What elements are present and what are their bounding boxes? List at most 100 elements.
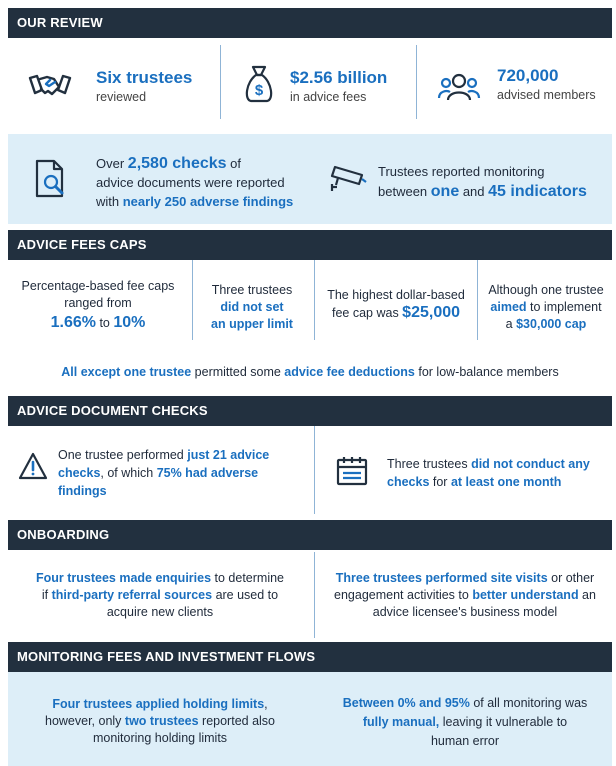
text-fragment: two trustees	[124, 714, 199, 728]
text-fragment: Three trustees performed site visits	[335, 571, 548, 585]
checks-summary: Over 2,580 checks of advice documents we…	[96, 154, 326, 211]
text-fragment: to implement	[526, 300, 602, 314]
text-fragment: Four trustees applied holding limits	[52, 697, 265, 711]
text-fragment: of	[226, 156, 242, 171]
text-fragment: aimed	[490, 300, 527, 314]
text-fragment: at least one month	[450, 475, 562, 489]
section-header-checks: ADVICE DOCUMENT CHECKS	[8, 396, 612, 426]
text-fragment: advice fee deductions	[284, 365, 415, 379]
text-fragment: leaving it vulnerable to	[439, 715, 568, 729]
review-panel	[8, 134, 612, 224]
text-fragment: engagement activities to	[334, 588, 473, 602]
section-header-onboarding: ONBOARDING	[8, 520, 612, 550]
text-fragment: monitoring holding limits	[92, 731, 228, 745]
fee-deductions-note: All except one trustee permitted some ad…	[10, 364, 610, 380]
cctv-camera-icon	[330, 163, 368, 193]
text-fragment: $25,000	[402, 304, 461, 321]
text-fragment: did not set	[220, 300, 284, 314]
text-fragment: for low-balance members	[414, 365, 559, 379]
fee-cap-percentage: Percentage-based fee caps ranged from 1.…	[10, 278, 186, 332]
text-fragment: did not conduct any	[471, 457, 590, 471]
text-fragment: ranged from	[64, 296, 132, 310]
text-fragment: Although one trustee	[488, 283, 604, 297]
onboarding-left: Four trustees made enquiries to determin…	[10, 570, 310, 621]
text-fragment: of all monitoring was	[469, 696, 588, 710]
text-fragment: acquire new clients	[106, 605, 214, 619]
text-fragment: advice licensee's business model	[372, 605, 558, 619]
text-fragment: fee cap was	[331, 306, 403, 320]
warning-icon	[18, 452, 48, 480]
review-trustees: Six trustees reviewed	[96, 68, 216, 106]
text-fragment: reported also	[198, 714, 275, 728]
text-fragment: advice documents were reported	[96, 175, 285, 190]
text-fragment: permitted some	[191, 365, 285, 379]
text-fragment: nearly 250 adverse findings	[122, 194, 294, 209]
text-fragment: a	[505, 317, 517, 331]
onboarding-right: Three trustees performed site visits or …	[318, 570, 612, 621]
calendar-icon	[336, 456, 368, 486]
members-count: 720,000	[497, 66, 559, 85]
text-fragment: checks	[58, 466, 101, 480]
text-fragment: 45 indicators	[488, 183, 587, 200]
text-fragment: an	[578, 588, 596, 602]
text-fragment: human error	[430, 734, 500, 748]
money-bag-icon: $	[243, 64, 275, 104]
monitoring-panel	[8, 672, 612, 766]
text-fragment: ,	[264, 697, 268, 711]
text-fragment: Over	[96, 156, 128, 171]
text-fragment: or other	[547, 571, 595, 585]
text-fragment: however, only	[45, 714, 125, 728]
fee-cap-no-limit: Three trustees did not set an upper limi…	[196, 282, 308, 333]
monitoring-summary: Trustees reported monitoring between one…	[378, 162, 608, 202]
text-fragment: 2,580 checks	[127, 155, 227, 172]
text-fragment: one	[430, 183, 460, 200]
text-fragment: 1.66%	[50, 314, 96, 331]
text-fragment: checks	[387, 475, 430, 489]
section-header-fees: ADVICE FEES CAPS	[8, 230, 612, 260]
text-fragment: 10%	[113, 314, 146, 331]
text-fragment: are used to	[212, 588, 279, 602]
text-fragment: The highest dollar-based	[327, 288, 465, 302]
text-fragment: between	[378, 184, 431, 199]
text-fragment: Trustees reported monitoring	[378, 164, 545, 179]
text-fragment: for	[429, 475, 451, 489]
fee-cap-dollar: The highest dollar-based fee cap was $25…	[318, 286, 474, 322]
fees-amount: $2.56 billion	[290, 68, 388, 87]
text-fragment: and	[459, 184, 489, 199]
text-fragment: 75% had adverse	[156, 466, 259, 480]
text-fragment: better understand	[472, 588, 579, 602]
trustees-count: Six trustees	[96, 68, 193, 87]
text-fragment: Between 0% and 95%	[342, 696, 470, 710]
handshake-icon	[28, 68, 72, 102]
section-header-monitoring: MONITORING FEES AND INVESTMENT FLOWS	[8, 642, 612, 672]
monitoring-left: Four trustees applied holding limits, ho…	[10, 696, 310, 747]
text-fragment: to	[95, 316, 114, 330]
text-fragment: All except one trustee	[61, 365, 192, 379]
text-fragment: with	[96, 194, 123, 209]
text-fragment: , of which	[100, 466, 157, 480]
text-fragment: an upper limit	[211, 317, 293, 331]
checks-left: One trustee performed just 21 advice che…	[58, 446, 308, 500]
people-icon	[437, 72, 481, 102]
fee-cap-aimed: Although one trustee aimed to implement …	[480, 282, 612, 333]
review-fees: $2.56 billion in advice fees	[290, 68, 420, 106]
text-fragment: One trustee performed	[58, 448, 188, 462]
members-label: advised members	[497, 88, 596, 102]
text-fragment: to determine	[211, 571, 285, 585]
text-fragment: findings	[58, 484, 107, 498]
review-members: 720,000 advised members	[497, 66, 607, 104]
checks-right: Three trustees did not conduct any check…	[387, 455, 612, 491]
text-fragment: Three trustees	[211, 283, 293, 297]
text-fragment: third-party referral sources	[51, 588, 213, 602]
svg-text:$: $	[255, 82, 264, 99]
document-search-icon	[34, 158, 70, 200]
monitoring-right: Between 0% and 95% of all monitoring was…	[318, 694, 612, 751]
trustees-label: reviewed	[96, 90, 147, 104]
fees-label: in advice fees	[290, 90, 367, 104]
text-fragment: just 21 advice	[187, 448, 270, 462]
text-fragment: Four trustees made enquiries	[35, 571, 212, 585]
section-header-review: OUR REVIEW	[8, 8, 612, 38]
text-fragment: $30,000 cap	[516, 317, 587, 331]
text-fragment: fully manual,	[362, 715, 440, 729]
text-fragment: Three trustees	[387, 457, 472, 471]
